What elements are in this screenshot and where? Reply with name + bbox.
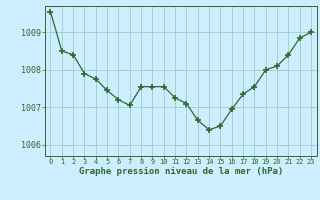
X-axis label: Graphe pression niveau de la mer (hPa): Graphe pression niveau de la mer (hPa) — [79, 167, 283, 176]
